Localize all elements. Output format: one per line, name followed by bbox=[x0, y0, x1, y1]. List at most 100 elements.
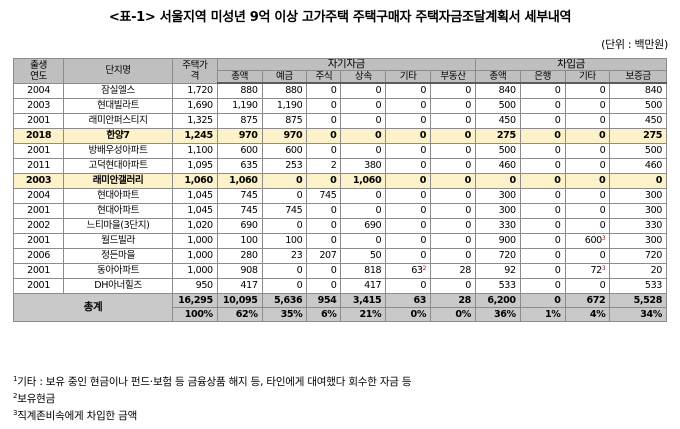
cell-realestate: 0 bbox=[430, 173, 476, 189]
cell-value: 0 bbox=[599, 190, 606, 202]
cell-value: 0 bbox=[375, 85, 382, 97]
cell-value: 0 bbox=[554, 205, 561, 217]
cell-own-total: 908 bbox=[216, 263, 263, 279]
cell-value: 2002 bbox=[27, 220, 50, 232]
total-pct-price: 100% bbox=[171, 307, 218, 322]
cell-name: DH아너힐즈 bbox=[63, 278, 173, 294]
cell-value: 300 bbox=[498, 190, 517, 202]
cell-guarantee: 20 bbox=[609, 263, 667, 279]
cell-realestate: 0 bbox=[430, 188, 476, 204]
cell-value: 0 bbox=[420, 250, 427, 262]
cell-name: 잠실엘스 bbox=[63, 82, 173, 99]
cell-value: 0 bbox=[420, 190, 427, 202]
cell-value: 1,000 bbox=[187, 250, 213, 262]
footnote-marker: 3 bbox=[601, 235, 606, 243]
cell-value: 1,060 bbox=[229, 175, 258, 187]
cell-own-total: 1,190 bbox=[216, 98, 263, 114]
footnote-text: 보유현금 bbox=[17, 393, 56, 405]
cell-year: 2001 bbox=[12, 278, 65, 294]
total-value: 0 bbox=[519, 293, 566, 308]
cell-realestate: 0 bbox=[430, 128, 476, 144]
cell-value: 0 bbox=[330, 220, 337, 232]
cell-price: 1,000 bbox=[171, 263, 218, 279]
cell-value: 720 bbox=[498, 250, 517, 262]
cell-value: 0 bbox=[420, 280, 427, 292]
cell-value: 0 bbox=[554, 85, 561, 97]
cell-name: 현대빌라트 bbox=[63, 98, 173, 114]
cell-value: 500 bbox=[498, 145, 517, 157]
cell-guarantee: 500 bbox=[609, 143, 667, 159]
cell-value: 1,190 bbox=[276, 100, 303, 112]
cell-name: 현대아파트 bbox=[63, 188, 173, 204]
cell-deposit: 253 bbox=[261, 158, 308, 174]
cell-guarantee: 500 bbox=[609, 98, 667, 114]
cell-own-total: 880 bbox=[216, 82, 263, 99]
header-own-col: 기타 bbox=[385, 70, 432, 84]
cell-other: 0 bbox=[385, 98, 432, 114]
cell-guarantee: 300 bbox=[609, 233, 667, 249]
cell-value: 600 bbox=[240, 145, 258, 157]
cell-value: 690 bbox=[240, 220, 258, 232]
cell-value: 0 bbox=[465, 85, 471, 97]
header-price: 주택가 격 bbox=[171, 58, 218, 84]
cell-value: 275 bbox=[496, 130, 516, 142]
cell-guarantee: 460 bbox=[609, 158, 667, 174]
cell-value: 0 bbox=[599, 280, 606, 292]
cell-b-other: 0 bbox=[564, 82, 611, 99]
cell-other: 0 bbox=[385, 158, 432, 174]
cell-value: 현대빌라트 bbox=[96, 100, 140, 112]
document-title: <표-1> 서울지역 미성년 9억 이상 고가주택 주택구매자 주택자금조달계획… bbox=[108, 10, 572, 25]
cell-value: 745 bbox=[240, 190, 258, 202]
cell-value: 월드빌라 bbox=[101, 235, 135, 247]
cell-year: 2001 bbox=[12, 203, 65, 219]
table-row: 2018 한양7 1,245 970 970 0 0 0 0 275 0 0 275 bbox=[12, 128, 667, 144]
cell-value: 1,045 bbox=[187, 190, 213, 202]
cell-value: 0 bbox=[465, 280, 471, 292]
cell-value: 875 bbox=[285, 115, 303, 127]
cell-value: 20 bbox=[650, 265, 663, 277]
table-row: 2003 현대빌라트 1,690 1,190 1,190 0 0 0 0 500 0 0 500 bbox=[12, 98, 667, 114]
table-row: 2001 동아아파트 1,000 908 0 0 818 632 28 92 0 723 20 bbox=[12, 263, 667, 279]
cell-value: 0 bbox=[599, 145, 606, 157]
cell-value: 275 bbox=[643, 130, 662, 142]
cell-value: 450 bbox=[498, 115, 517, 127]
cell-b-total: 720 bbox=[474, 248, 521, 264]
header-borrow-col: 은행 bbox=[519, 70, 566, 84]
total-percent: 4% bbox=[564, 307, 611, 322]
cell-value: 0 bbox=[554, 175, 561, 187]
cell-value: 0 bbox=[296, 280, 303, 292]
cell-guarantee: 275 bbox=[609, 128, 667, 144]
cell-b-other: 0 bbox=[564, 278, 611, 294]
cell-other: 0 bbox=[385, 248, 432, 264]
cell-value: 970 bbox=[283, 130, 303, 142]
footnote-text: 직계존비속에게 차입한 금액 bbox=[17, 410, 138, 422]
cell-stock: 0 bbox=[306, 203, 342, 219]
cell-deposit: 600 bbox=[261, 143, 308, 159]
cell-value: 253 bbox=[285, 160, 303, 172]
cell-deposit: 23 bbox=[261, 248, 308, 264]
cell-value: 300 bbox=[644, 190, 663, 202]
header-borrow-col: 기타 bbox=[564, 70, 611, 84]
cell-stock: 2 bbox=[306, 158, 342, 174]
cell-guarantee: 300 bbox=[609, 203, 667, 219]
cell-price: 1,245 bbox=[171, 128, 218, 144]
funding-table: 출생 연도 단지명 주택가 격 자기자금 차입금 총액 예금 주식 상속 기타 부동산 총액… bbox=[12, 58, 668, 322]
total-value: 672 bbox=[564, 293, 611, 308]
cell-other: 0 bbox=[385, 233, 432, 249]
cell-guarantee: 840 bbox=[609, 82, 667, 99]
cell-value: 0 bbox=[465, 235, 471, 247]
cell-b-other: 0 bbox=[564, 113, 611, 129]
cell-inherit: 0 bbox=[340, 82, 387, 99]
cell-b-total: 500 bbox=[474, 143, 521, 159]
cell-value: 래미안퍼스티지 bbox=[88, 115, 148, 127]
cell-value: 2001 bbox=[27, 145, 50, 157]
cell-value: 0 bbox=[330, 85, 337, 97]
header-own-col: 총액 bbox=[216, 70, 263, 84]
cell-other: 0 bbox=[385, 188, 432, 204]
cell-value: 0 bbox=[419, 130, 427, 142]
cell-own-total: 745 bbox=[216, 203, 263, 219]
cell-value: 2 bbox=[330, 160, 337, 172]
cell-value: 0 bbox=[554, 250, 561, 262]
cell-value: 0 bbox=[420, 205, 427, 217]
